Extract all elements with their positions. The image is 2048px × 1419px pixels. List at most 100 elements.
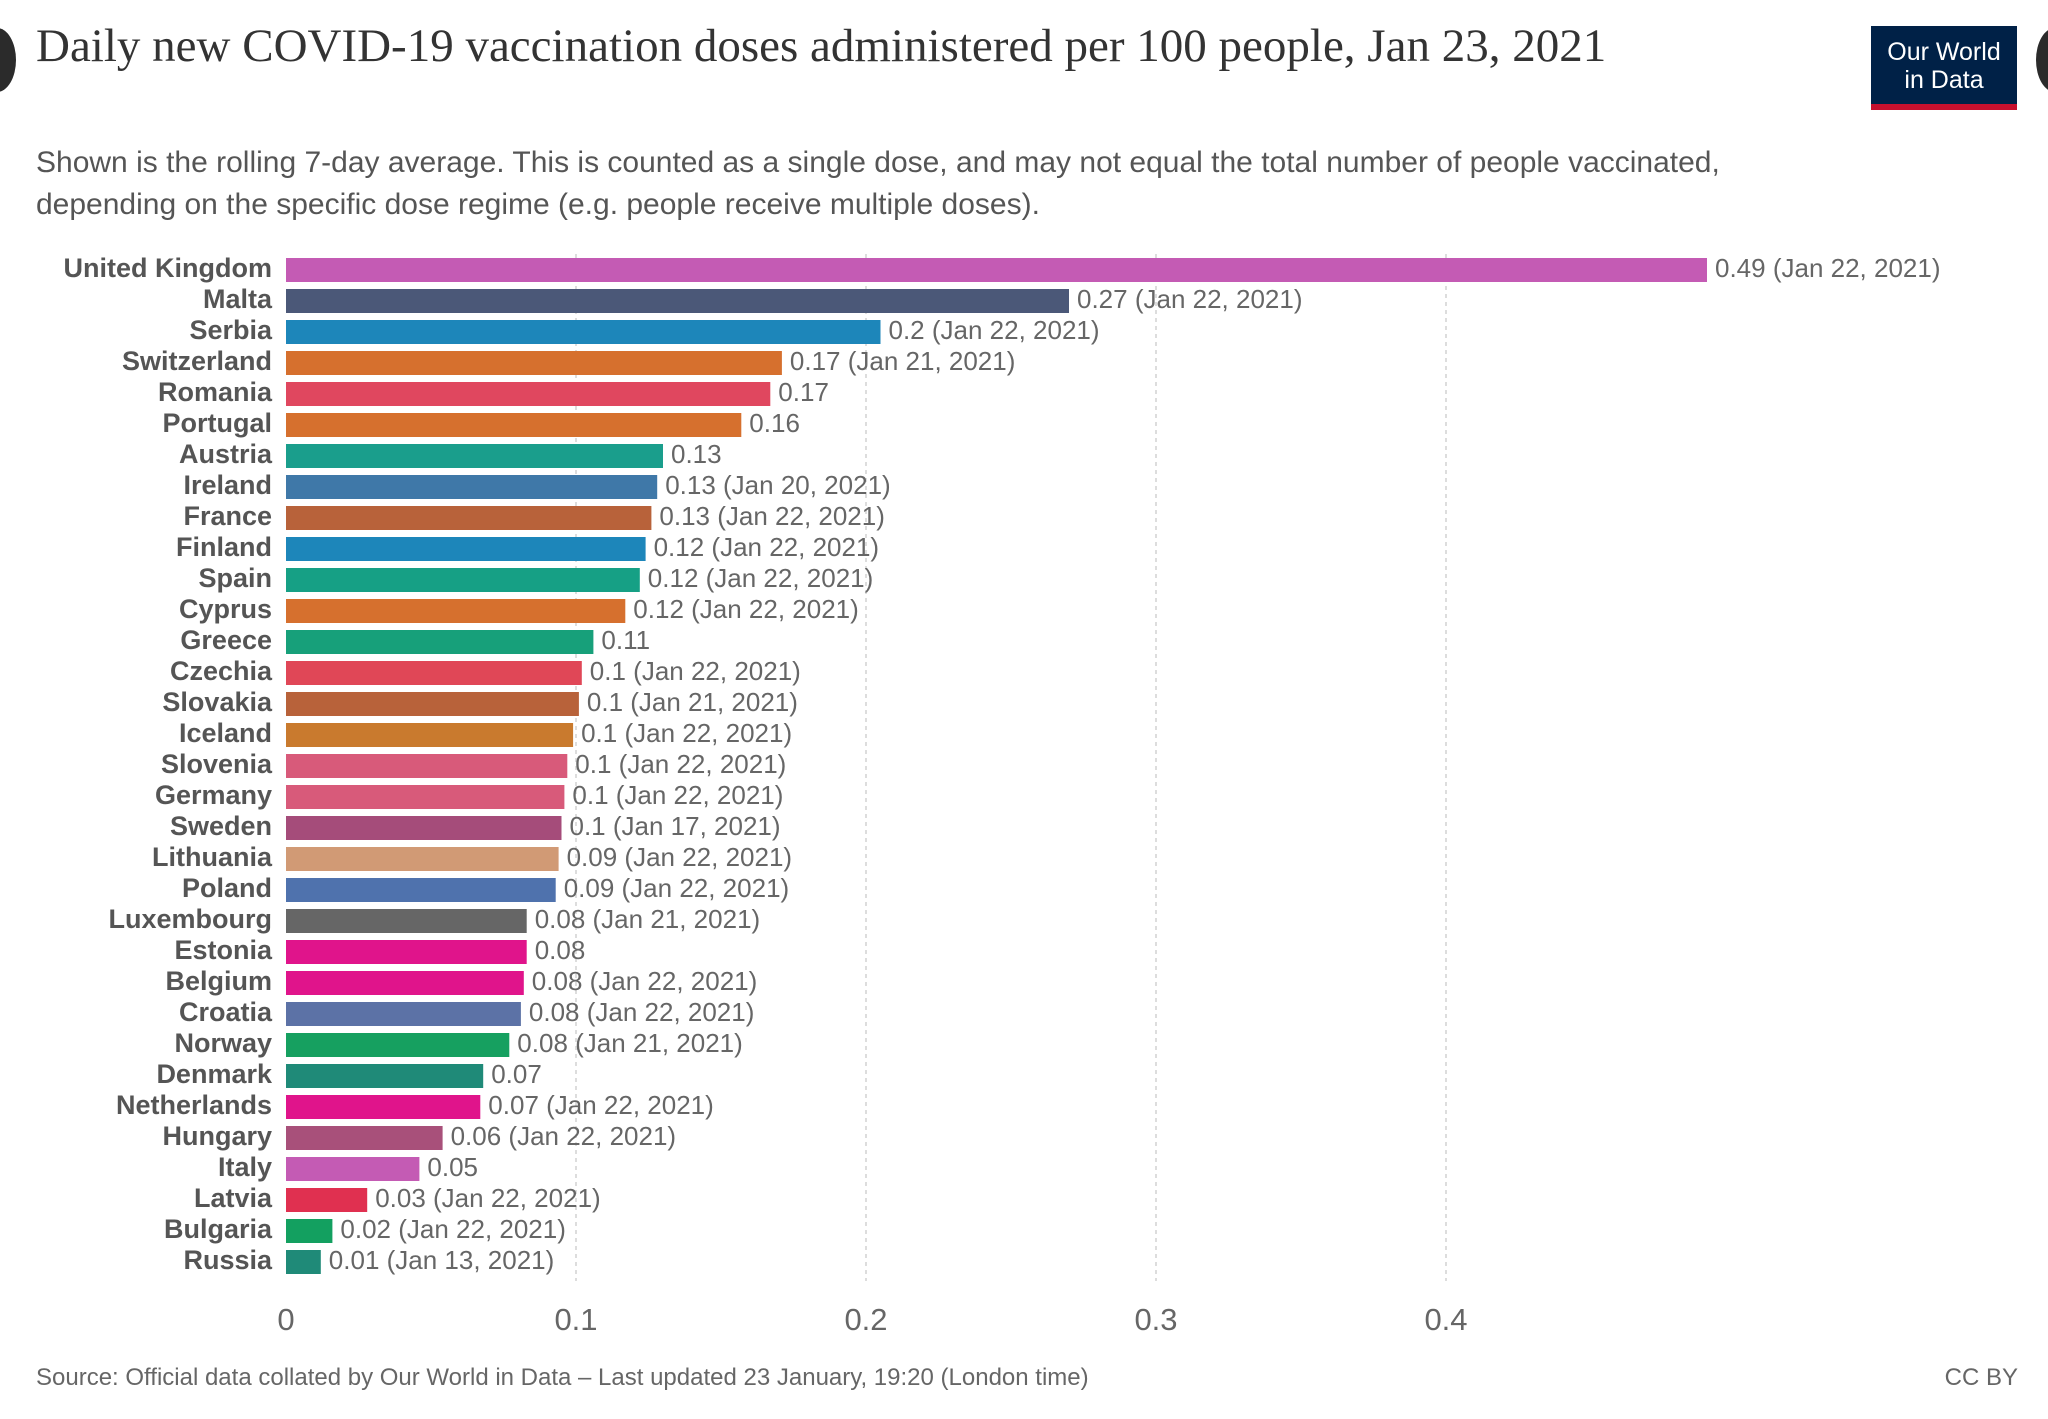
bar-15 <box>286 723 574 747</box>
value-label-11: 0.12 (Jan 22, 2021) <box>633 594 859 624</box>
window-edge-right <box>2036 28 2048 92</box>
bar-30 <box>286 1188 368 1212</box>
category-label-21: Luxembourg <box>108 904 272 934</box>
category-label-31: Bulgaria <box>164 1214 273 1244</box>
category-label-13: Czechia <box>170 656 273 686</box>
value-label-18: 0.1 (Jan 17, 2021) <box>570 811 781 841</box>
category-label-30: Latvia <box>194 1183 273 1213</box>
category-label-9: Finland <box>176 532 272 562</box>
value-label-26: 0.07 <box>491 1059 542 1089</box>
bar-8 <box>286 506 652 530</box>
bar-13 <box>286 661 582 685</box>
bar-23 <box>286 971 524 995</box>
category-label-23: Belgium <box>165 966 272 996</box>
value-label-20: 0.09 (Jan 22, 2021) <box>564 873 790 903</box>
bar-11 <box>286 599 626 623</box>
value-label-10: 0.12 (Jan 22, 2021) <box>648 563 874 593</box>
value-label-7: 0.13 (Jan 20, 2021) <box>665 470 891 500</box>
bar-16 <box>286 754 568 778</box>
x-tick-label-3: 0.3 <box>1134 1302 1177 1337</box>
bar-20 <box>286 878 556 902</box>
category-label-2: Serbia <box>189 315 273 345</box>
value-label-19: 0.09 (Jan 22, 2021) <box>567 842 793 872</box>
bar-26 <box>286 1064 484 1088</box>
category-label-22: Estonia <box>174 935 273 965</box>
category-label-7: Ireland <box>183 470 272 500</box>
owid-logo[interactable]: Our World in Data <box>1871 26 2017 110</box>
value-label-22: 0.08 <box>535 935 586 965</box>
category-label-32: Russia <box>183 1245 273 1275</box>
category-label-5: Portugal <box>162 408 272 438</box>
value-label-5: 0.16 <box>749 408 800 438</box>
bar-21 <box>286 909 527 933</box>
source-note: Source: Official data collated by Our Wo… <box>36 1364 1089 1391</box>
bar-5 <box>286 413 742 437</box>
bar-1 <box>286 289 1069 313</box>
category-label-6: Austria <box>179 439 273 469</box>
bar-25 <box>286 1033 510 1057</box>
value-label-31: 0.02 (Jan 22, 2021) <box>340 1214 566 1244</box>
bar-12 <box>286 630 594 654</box>
logo-line-1: Our World <box>1887 38 2001 66</box>
bar-3 <box>286 351 782 375</box>
value-label-24: 0.08 (Jan 22, 2021) <box>529 997 755 1027</box>
bar-24 <box>286 1002 521 1026</box>
value-label-21: 0.08 (Jan 21, 2021) <box>535 904 761 934</box>
value-label-17: 0.1 (Jan 22, 2021) <box>572 780 783 810</box>
value-label-2: 0.2 (Jan 22, 2021) <box>889 315 1100 345</box>
value-label-1: 0.27 (Jan 22, 2021) <box>1077 284 1303 314</box>
bar-22 <box>286 940 527 964</box>
bar-2 <box>286 320 881 344</box>
value-label-13: 0.1 (Jan 22, 2021) <box>590 656 801 686</box>
value-label-15: 0.1 (Jan 22, 2021) <box>581 718 792 748</box>
category-label-28: Hungary <box>162 1121 272 1151</box>
category-label-24: Croatia <box>179 997 273 1027</box>
category-label-18: Sweden <box>170 811 272 841</box>
bar-17 <box>286 785 565 809</box>
value-label-27: 0.07 (Jan 22, 2021) <box>488 1090 714 1120</box>
category-label-3: Switzerland <box>122 346 272 376</box>
logo-line-2: in Data <box>1904 66 1984 94</box>
bar-7 <box>286 475 658 499</box>
value-label-30: 0.03 (Jan 22, 2021) <box>375 1183 601 1213</box>
license-link[interactable]: CC BY <box>1944 1364 2018 1391</box>
category-label-27: Netherlands <box>116 1090 272 1120</box>
category-label-26: Denmark <box>156 1059 273 1089</box>
bar-28 <box>286 1126 443 1150</box>
category-label-10: Spain <box>198 563 272 593</box>
bar-9 <box>286 537 646 561</box>
window-edge-left <box>0 28 16 92</box>
value-label-3: 0.17 (Jan 21, 2021) <box>790 346 1016 376</box>
category-label-11: Cyprus <box>179 594 272 624</box>
value-label-0: 0.49 (Jan 22, 2021) <box>1715 253 1941 283</box>
chart-subtitle: Shown is the rolling 7-day average. This… <box>36 146 1720 221</box>
category-label-4: Romania <box>158 377 273 407</box>
value-label-14: 0.1 (Jan 21, 2021) <box>587 687 798 717</box>
value-label-28: 0.06 (Jan 22, 2021) <box>451 1121 676 1151</box>
value-label-32: 0.01 (Jan 13, 2021) <box>329 1245 555 1275</box>
bar-6 <box>286 444 663 468</box>
category-label-20: Poland <box>182 873 272 903</box>
value-label-29: 0.05 <box>427 1152 478 1182</box>
x-tick-label-4: 0.4 <box>1424 1302 1467 1337</box>
bar-18 <box>286 816 562 840</box>
category-label-25: Norway <box>174 1028 272 1058</box>
value-label-25: 0.08 (Jan 21, 2021) <box>517 1028 743 1058</box>
x-tick-label-2: 0.2 <box>844 1302 887 1337</box>
value-label-4: 0.17 <box>778 377 829 407</box>
value-label-23: 0.08 (Jan 22, 2021) <box>532 966 758 996</box>
bar-31 <box>286 1219 333 1243</box>
category-label-16: Slovenia <box>161 749 273 779</box>
x-tick-label-1: 0.1 <box>554 1302 597 1337</box>
category-label-29: Italy <box>218 1152 272 1182</box>
bar-14 <box>286 692 579 716</box>
category-label-19: Lithuania <box>152 842 273 872</box>
bar-10 <box>286 568 640 592</box>
value-label-9: 0.12 (Jan 22, 2021) <box>654 532 880 562</box>
value-label-8: 0.13 (Jan 22, 2021) <box>659 501 885 531</box>
bar-0 <box>286 258 1707 282</box>
bar-29 <box>286 1157 420 1181</box>
chart-title: Daily new COVID-19 vaccination doses adm… <box>36 20 1607 72</box>
value-label-6: 0.13 <box>671 439 722 469</box>
x-tick-label-0: 0 <box>277 1302 294 1337</box>
